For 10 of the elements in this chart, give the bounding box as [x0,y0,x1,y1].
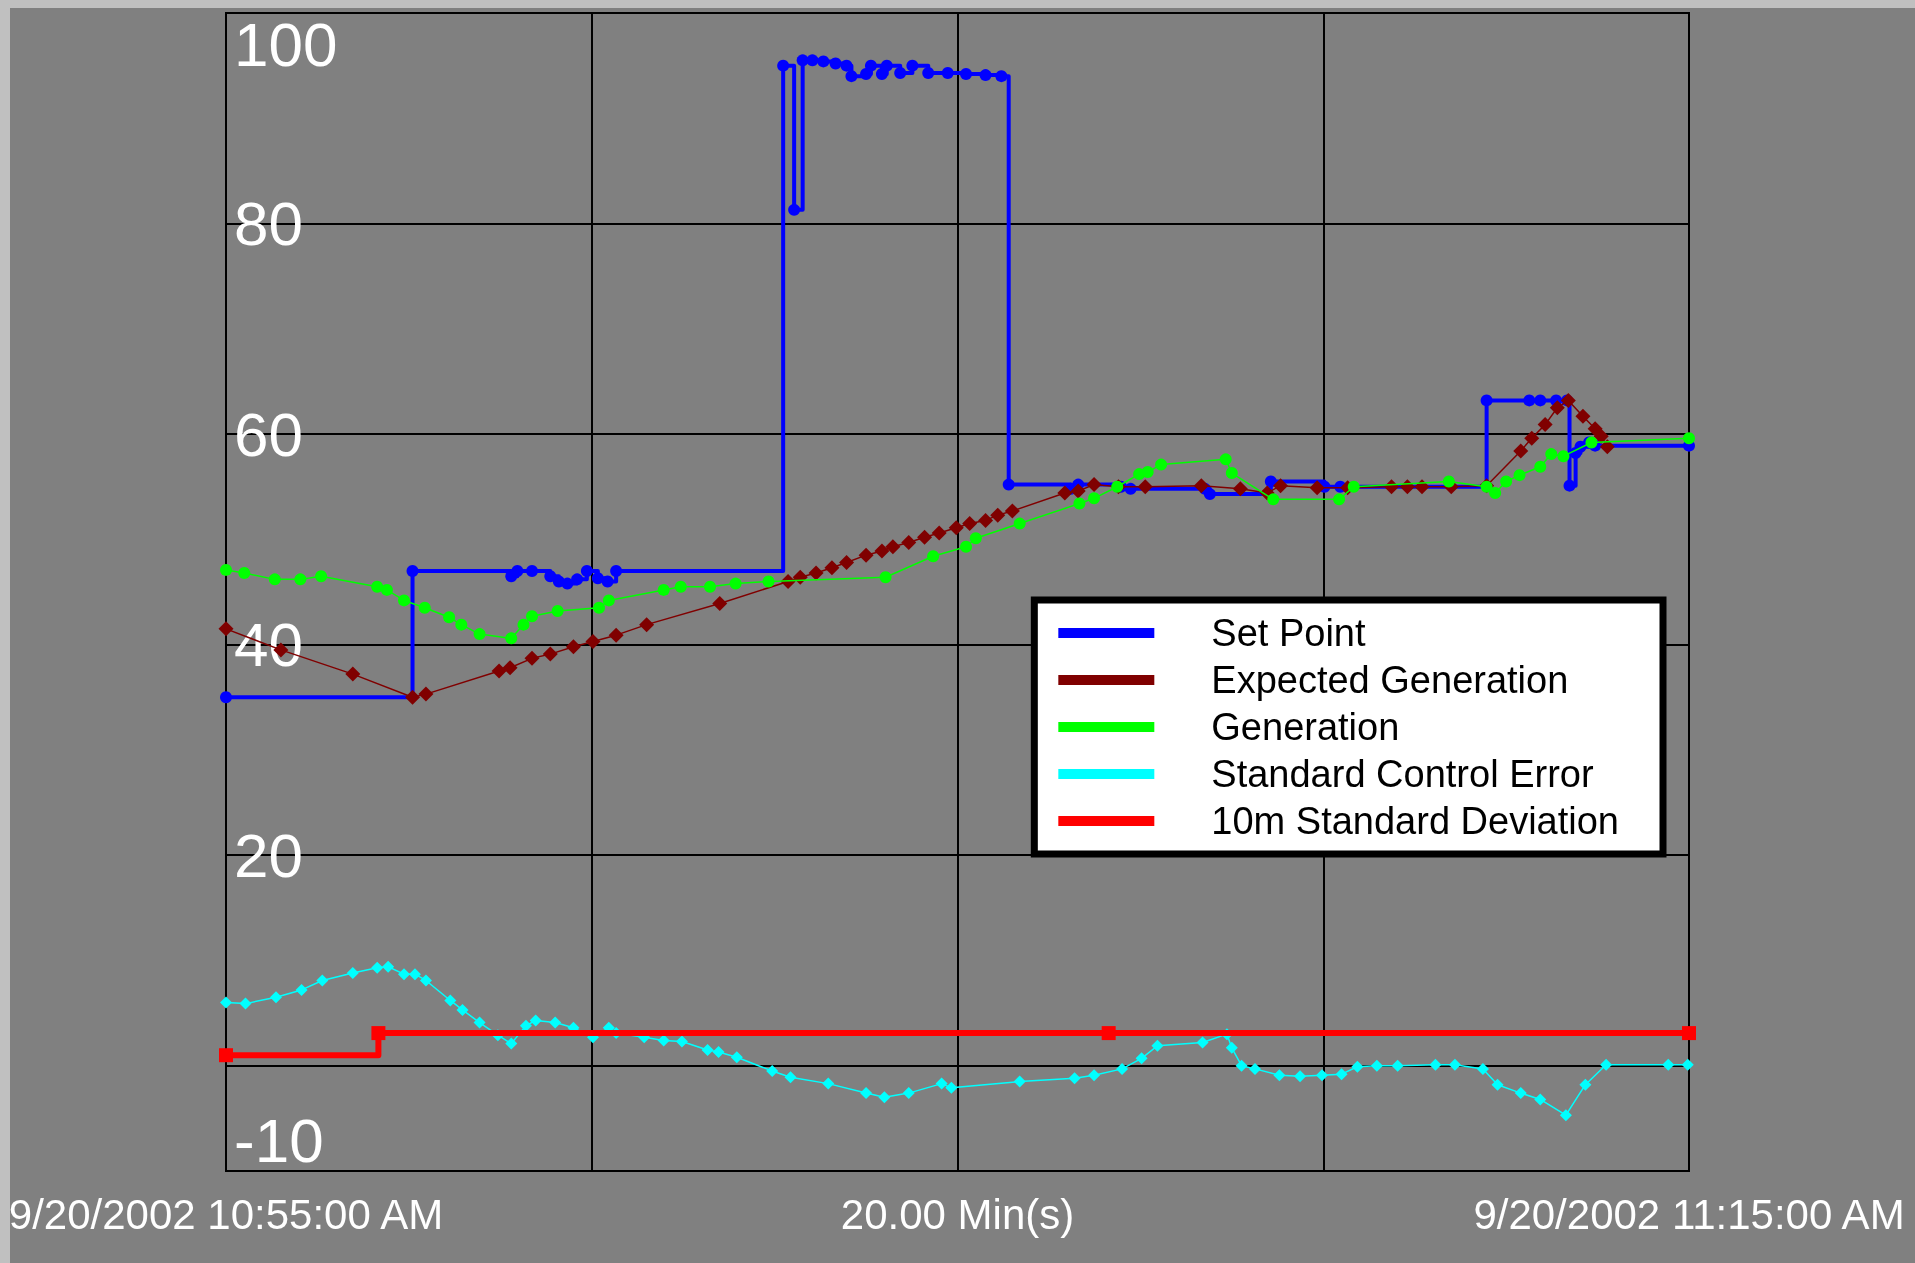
x-axis-title: 20.00 Min(s) [840,1190,1075,1238]
legend-label: Standard Control Error [1211,753,1594,795]
y-tick-label: 100 [234,9,338,79]
legend-label: Expected Generation [1211,659,1569,701]
x-tick-label: 9/20/2002 11:15:00 AM [1473,1190,1905,1238]
legend-label: Generation [1211,706,1400,748]
y-tick-label: -10 [234,1105,324,1175]
legend-label: 10m Standard Deviation [1211,800,1619,842]
x-tick-label: 9/20/2002 10:55:00 AM [8,1190,444,1238]
legend-label: Set Point [1211,612,1366,654]
